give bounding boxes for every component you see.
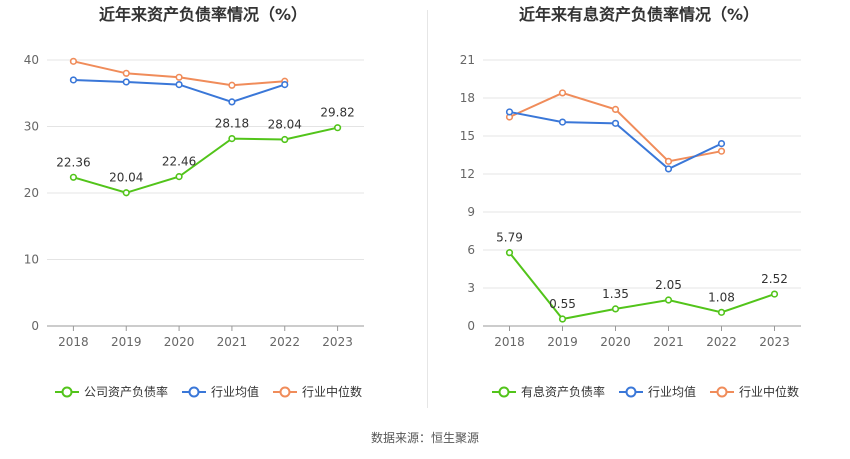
data-label: 2.52 — [761, 272, 788, 286]
series-line — [508, 252, 775, 321]
y-tick-label: 30 — [24, 120, 39, 134]
data-point — [69, 76, 78, 84]
y-tick-label: 3 — [467, 281, 475, 295]
series-line — [509, 91, 722, 163]
data-label: 20.04 — [109, 171, 143, 185]
data-point — [611, 119, 620, 127]
x-tick-label: 2022 — [706, 335, 737, 349]
legend-label: 行业均值 — [648, 384, 696, 399]
data-point — [281, 135, 289, 144]
legend-label: 公司资产负债率 — [84, 384, 168, 399]
series-line — [73, 126, 338, 194]
data-source: 数据来源：恒生聚源 — [370, 431, 479, 445]
y-tick-label: 15 — [460, 129, 475, 143]
chart-title: 近年来有息资产负债率情况（%） — [519, 5, 759, 24]
data-label: 29.82 — [320, 106, 354, 120]
legend-symbol-marker — [625, 386, 637, 398]
data-point — [333, 124, 342, 132]
data-point — [122, 189, 130, 197]
x-tick-label: 2021 — [217, 335, 248, 349]
legend-symbol-marker — [188, 386, 200, 398]
data-label: 1.35 — [602, 287, 629, 301]
data-label: 5.79 — [496, 231, 523, 245]
data-label: 2.05 — [655, 278, 682, 292]
data-point — [717, 308, 726, 316]
y-tick-label: 40 — [24, 53, 39, 67]
data-point — [611, 105, 620, 113]
y-tick-label: 0 — [31, 319, 39, 333]
y-tick-label: 20 — [24, 186, 39, 200]
data-point — [175, 173, 183, 181]
data-label: 28.18 — [215, 117, 249, 131]
x-tick-label: 2023 — [322, 335, 353, 349]
legend-label: 行业中位数 — [739, 384, 799, 399]
data-point — [558, 118, 567, 126]
y-tick-label: 0 — [467, 319, 475, 333]
debt-ratio-chart: 近年来资产负债率情况（%） 0 10 20 30 40 2018 2019 2020 2021 20… — [24, 5, 364, 399]
x-tick-label: 2019 — [111, 335, 142, 349]
data-point — [228, 135, 236, 143]
x-tick-label: 2022 — [269, 335, 300, 349]
data-point — [175, 81, 183, 89]
y-tick-label: 12 — [460, 167, 475, 181]
data-point — [175, 73, 183, 81]
data-point — [558, 315, 567, 323]
interest-debt-ratio-chart: 近年来有息资产负债率情况（%） 0 3 6 9 12 15 18 21 2018 2019 2020 2… — [460, 5, 801, 399]
legend-label: 行业均值 — [211, 384, 259, 399]
data-point — [558, 89, 567, 97]
data-label: 22.36 — [56, 155, 90, 169]
data-label: 22.46 — [162, 155, 196, 169]
data-label: 0.55 — [549, 297, 576, 311]
x-tick-label: 2021 — [653, 335, 684, 349]
y-tick-label: 10 — [24, 253, 39, 267]
data-point — [664, 296, 673, 304]
data-point — [122, 78, 130, 86]
legend-symbol-marker — [61, 386, 73, 398]
data-point — [664, 157, 673, 165]
data-point — [611, 305, 620, 313]
y-tick-label: 18 — [460, 91, 475, 105]
x-tick-label: 2020 — [164, 335, 195, 349]
y-tick-label: 21 — [460, 53, 475, 67]
y-tick-label: 9 — [467, 205, 475, 219]
data-point — [69, 57, 78, 65]
data-label: 1.08 — [708, 290, 735, 304]
chart-divider — [427, 10, 428, 408]
legend-symbol-marker — [716, 386, 728, 398]
x-tick-label: 2023 — [759, 335, 790, 349]
data-point — [717, 140, 726, 148]
data-label: 28.04 — [268, 118, 302, 132]
y-tick-label: 6 — [467, 243, 475, 257]
x-tick-label: 2018 — [58, 335, 89, 349]
data-point — [228, 81, 236, 89]
legend-label: 有息资产负债率 — [521, 384, 605, 399]
x-tick-label: 2020 — [600, 335, 631, 349]
x-tick-label: 2018 — [494, 335, 525, 349]
data-point — [122, 69, 130, 77]
data-point — [505, 108, 514, 116]
data-point — [664, 165, 673, 173]
data-point — [69, 173, 78, 181]
data-point — [717, 147, 726, 155]
data-point — [228, 98, 236, 106]
chart-title: 近年来资产负债率情况（%） — [99, 5, 307, 24]
legend-symbol-marker — [498, 386, 510, 398]
legend-label: 行业中位数 — [302, 384, 362, 399]
data-point — [505, 249, 514, 257]
x-tick-label: 2019 — [547, 335, 578, 349]
data-point — [770, 290, 779, 298]
data-point — [281, 81, 289, 89]
legend-symbol-marker — [279, 386, 291, 398]
